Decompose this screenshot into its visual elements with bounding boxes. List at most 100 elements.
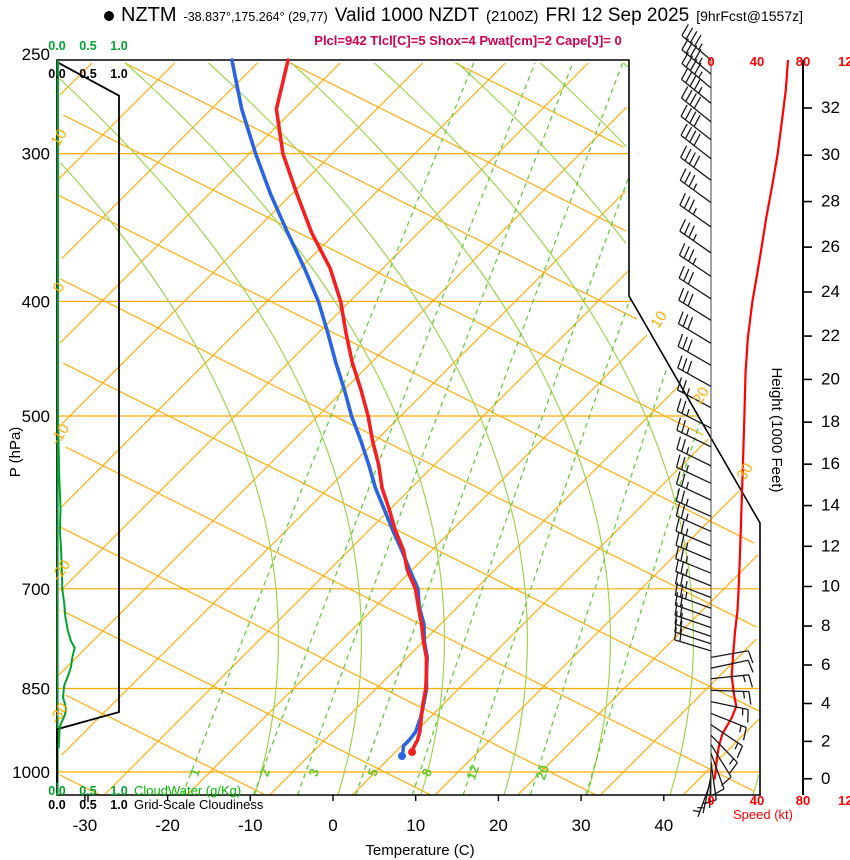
wind-barb-halftick [692,809,700,813]
wind-barb [677,389,712,409]
wind-barb-tick [678,265,685,279]
temperature-axis-label: Temperature (C) [365,842,474,859]
wind-barb-tick [679,628,683,642]
mixing-ratio-line [529,366,668,796]
height-axis-label: Height (1000 Feet) [768,367,785,492]
speed-tick-label-bottom: 120 [838,793,850,808]
wind-barb [676,483,712,501]
wind-barb [697,780,712,818]
wind-barb-halftick [685,580,688,588]
wind-barb [679,230,712,254]
mixing-ratio-line [411,178,629,796]
wind-barb-tick [674,582,679,596]
cloudiness-axis-label: Grid-Scale Cloudiness [134,797,264,812]
wind-barb-halftick [685,556,689,564]
cloudiness-scale-bottom: 0.0 [48,798,65,812]
speed-tick-label-top: 80 [796,54,810,69]
wind-barb-halftick [698,57,703,65]
pressure-axis-label: P (hPa) [7,427,24,478]
wind-speed-curve [713,59,790,780]
cloudwater-scale-bottom: 0.5 [79,784,96,798]
wind-barb-tick [683,246,690,259]
wind-barb [676,515,712,533]
wind-barb [710,724,743,747]
wind-barb-tick [679,612,683,626]
wind-barb-tick [742,727,747,741]
skew-gridline [61,62,506,508]
wind-barb [710,659,749,669]
wind-barb-tick [675,518,680,532]
temperature-tick-label: -10 [238,816,263,835]
wind-barb-tick [729,762,738,774]
wind-barb [680,156,712,181]
surface-dewpoint-dot [397,752,406,761]
moist-adiabat-line [373,62,695,796]
valid-zulu: (2100Z) [486,8,539,25]
wind-barb-tick [679,193,686,206]
skew-gridline [59,62,93,96]
isotherm-label-left: -30 [46,700,72,727]
wind-barb [675,571,712,587]
height-tick-label: 14 [821,496,840,515]
plot-frame [56,59,761,796]
moist-adiabat-line [539,62,628,148]
wind-barb [679,204,712,228]
height-tick-label: 16 [821,454,840,473]
valid-date: FRI 12 Sep 2025 [545,5,690,26]
height-tick-label: 32 [821,98,840,117]
wind-barb-tick [689,111,697,124]
height-tick-label: 30 [821,145,840,164]
height-tick-label: 10 [821,576,840,595]
wind-barb [676,429,712,448]
forecast-tag: [9hrFcst@1557z] [696,8,804,24]
wind-barb-halftick [742,691,746,699]
wind-barb-tick [680,86,689,99]
height-tick-label: 6 [821,655,830,674]
temperature-tick-label: 20 [489,816,508,835]
wind-barb [680,134,712,160]
skew-gridline [434,490,740,796]
wind-barb-tick [747,650,754,664]
wind-barb [702,775,712,814]
mixing-ratio-label: 2 [256,766,273,778]
adiabat-gridline [65,446,754,792]
wind-barb-halftick [692,207,697,215]
wind-barb-tick [684,148,692,162]
wind-barb [674,639,712,652]
adiabat-gridline [455,62,624,148]
wind-barb-tick [679,594,684,608]
wind-barb-tick [689,93,697,106]
wind-barb [675,594,712,609]
wind-barb-halftick [702,801,710,805]
adiabat-gridline [65,694,266,796]
wind-barb-tick [675,488,681,502]
wind-barb-tick [674,592,679,606]
wind-barb-tick [675,532,680,546]
wind-barb-tick [681,358,688,371]
wind-barb-tick [747,660,754,673]
wind-barb-tick [686,360,693,374]
moist-adiabat-line [290,62,612,796]
skew-gridline [517,554,759,796]
wind-barb-tick [675,503,681,517]
wind-barb-tick [676,417,682,431]
speed-tick-label-bottom: 40 [750,793,764,808]
wind-barb-tick [674,626,677,640]
wind-barb-halftick [685,568,689,576]
skew-gridline [600,638,757,796]
height-tick-label: 0 [821,769,830,788]
wind-barb-tick [693,62,702,75]
wind-barb [675,583,712,599]
adiabat-gridline [59,526,597,796]
wind-barb-halftick [686,428,690,436]
wind-barb-halftick [685,481,689,489]
wind-barb [710,752,725,790]
temperature-tick-label: 30 [572,816,591,835]
height-tick-label: 4 [821,693,830,712]
moist-adiabat-line [59,78,362,796]
wind-barb-tick [685,71,693,84]
wind-barb-halftick [684,592,688,600]
wind-barb-tick [687,339,693,353]
wind-barb-tick [677,333,684,347]
wind-barb [676,448,712,467]
